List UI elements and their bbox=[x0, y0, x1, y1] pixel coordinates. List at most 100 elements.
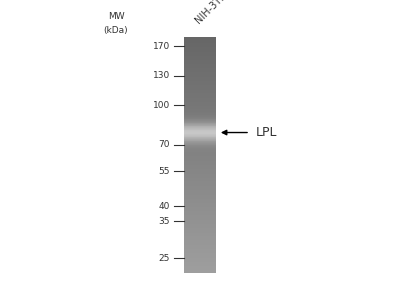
Bar bbox=[184, 54, 216, 55]
Bar bbox=[184, 170, 216, 171]
Bar bbox=[184, 266, 216, 267]
Bar bbox=[184, 43, 216, 44]
Bar bbox=[184, 199, 216, 200]
Bar bbox=[184, 246, 216, 247]
Bar bbox=[184, 93, 216, 94]
Bar bbox=[184, 85, 216, 86]
Bar bbox=[184, 225, 216, 226]
Bar bbox=[184, 104, 216, 105]
Text: 40: 40 bbox=[159, 202, 170, 211]
Bar bbox=[184, 42, 216, 43]
Bar bbox=[184, 239, 216, 240]
Bar bbox=[184, 98, 216, 99]
Bar bbox=[184, 52, 216, 53]
Bar bbox=[184, 250, 216, 251]
Bar bbox=[184, 39, 216, 40]
Bar bbox=[184, 131, 216, 132]
Bar bbox=[184, 155, 216, 156]
Bar bbox=[184, 82, 216, 83]
Bar bbox=[184, 208, 216, 209]
Bar bbox=[184, 147, 216, 148]
Bar bbox=[184, 248, 216, 249]
Bar bbox=[184, 203, 216, 204]
Bar bbox=[184, 196, 216, 197]
Bar bbox=[184, 115, 216, 116]
Bar bbox=[184, 173, 216, 174]
Bar bbox=[184, 168, 216, 169]
Bar bbox=[184, 117, 216, 118]
Bar bbox=[184, 150, 216, 151]
Bar bbox=[184, 145, 216, 146]
Text: 70: 70 bbox=[158, 140, 170, 149]
Bar bbox=[184, 128, 216, 129]
Bar bbox=[184, 182, 216, 183]
Bar bbox=[184, 241, 216, 242]
Bar bbox=[184, 80, 216, 81]
Bar bbox=[184, 193, 216, 194]
Bar bbox=[184, 255, 216, 256]
Bar bbox=[184, 74, 216, 75]
Bar bbox=[184, 129, 216, 130]
Bar bbox=[184, 127, 216, 128]
Bar bbox=[184, 40, 216, 41]
Bar bbox=[184, 159, 216, 160]
Bar bbox=[184, 62, 216, 63]
Bar bbox=[184, 84, 216, 85]
Bar bbox=[184, 41, 216, 42]
Bar bbox=[184, 174, 216, 175]
Bar bbox=[184, 120, 216, 121]
Bar bbox=[184, 267, 216, 268]
Bar bbox=[184, 231, 216, 232]
Bar bbox=[184, 108, 216, 109]
Bar bbox=[184, 166, 216, 167]
Bar bbox=[184, 258, 216, 259]
Bar bbox=[184, 114, 216, 115]
Bar bbox=[184, 214, 216, 215]
Bar bbox=[184, 94, 216, 95]
Bar bbox=[184, 226, 216, 227]
Bar bbox=[184, 38, 216, 39]
Bar bbox=[184, 139, 216, 140]
Bar bbox=[184, 156, 216, 157]
Bar bbox=[184, 235, 216, 236]
Bar bbox=[184, 237, 216, 238]
Bar bbox=[184, 244, 216, 245]
Bar bbox=[184, 101, 216, 102]
Bar bbox=[184, 99, 216, 100]
Bar bbox=[184, 152, 216, 153]
Bar bbox=[184, 272, 216, 273]
Bar bbox=[184, 83, 216, 84]
Bar bbox=[184, 140, 216, 141]
Bar bbox=[184, 179, 216, 180]
Bar bbox=[184, 118, 216, 119]
Bar bbox=[184, 238, 216, 239]
Bar bbox=[184, 75, 216, 76]
Bar bbox=[184, 217, 216, 218]
Bar bbox=[184, 175, 216, 176]
Bar bbox=[184, 90, 216, 91]
Bar bbox=[184, 253, 216, 254]
Bar bbox=[184, 153, 216, 154]
Bar bbox=[184, 151, 216, 152]
Bar bbox=[184, 133, 216, 134]
Bar bbox=[184, 47, 216, 48]
Bar bbox=[184, 218, 216, 219]
Bar bbox=[184, 89, 216, 90]
Bar bbox=[184, 249, 216, 250]
Bar bbox=[184, 256, 216, 257]
Bar bbox=[184, 167, 216, 168]
Text: 35: 35 bbox=[158, 217, 170, 226]
Bar bbox=[184, 229, 216, 230]
Bar bbox=[184, 254, 216, 255]
Bar bbox=[184, 176, 216, 177]
Bar bbox=[184, 116, 216, 117]
Bar bbox=[184, 78, 216, 79]
Text: NIH-3T3: NIH-3T3 bbox=[193, 0, 228, 26]
Bar bbox=[184, 148, 216, 149]
Bar bbox=[184, 202, 216, 203]
Bar bbox=[184, 37, 216, 38]
Bar bbox=[184, 264, 216, 265]
Bar bbox=[184, 146, 216, 147]
Bar bbox=[184, 136, 216, 137]
Bar bbox=[184, 192, 216, 193]
